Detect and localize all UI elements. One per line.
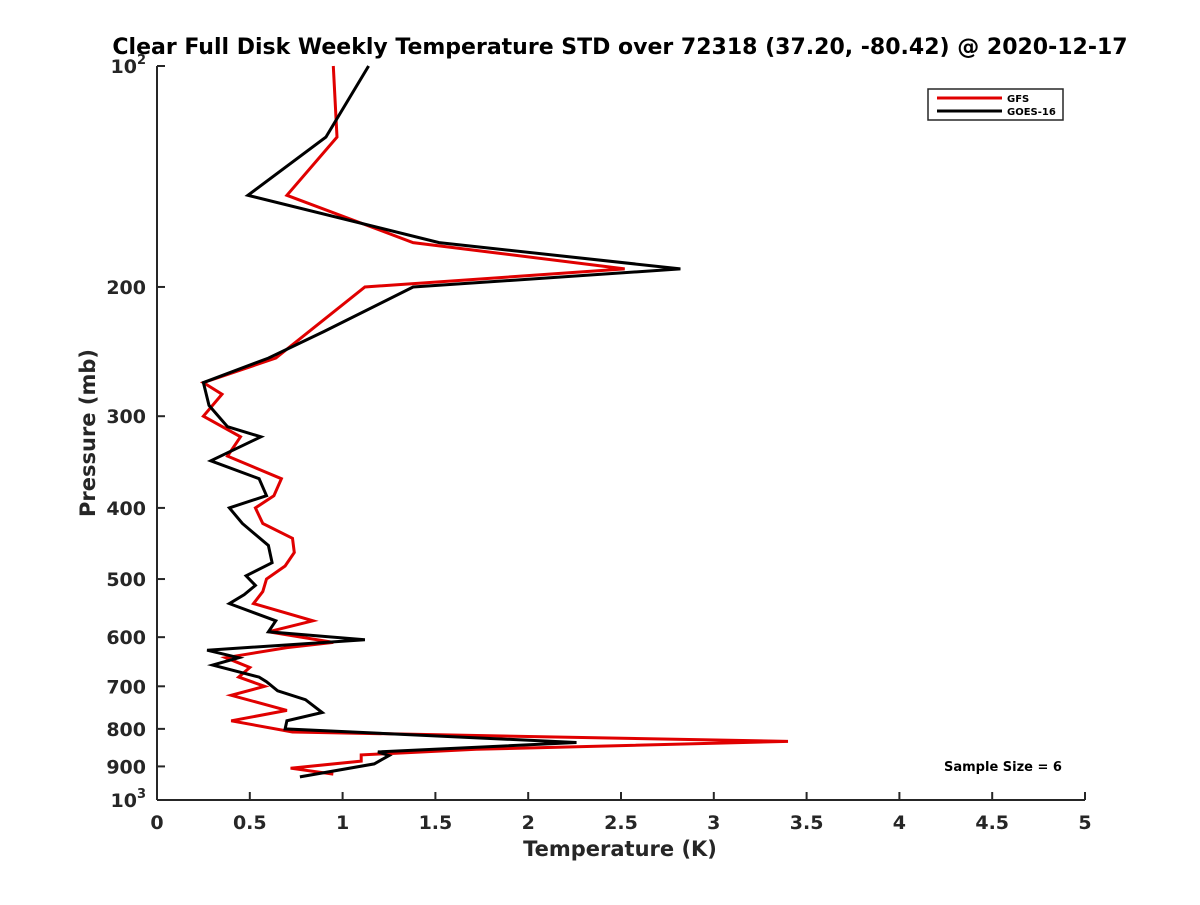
y-tick-label: 400 [106,498,146,520]
y-tick-label: 600 [106,627,146,649]
x-tick-label: 5 [1078,812,1091,834]
x-tick-label: 3.5 [790,812,824,834]
y-tick-label: 700 [106,676,146,698]
y-axis: 102 200 300 400 500 600 700 800 900 103 [106,53,165,812]
y-tick-label: 900 [106,756,146,778]
legend: GFS GOES-16 [927,88,1064,121]
series-layer [199,65,789,779]
y-tick-label: 103 [111,787,147,812]
x-tick-label: 1.5 [419,812,453,834]
y-tick-label: 500 [106,569,146,591]
plot-area [156,66,1085,801]
series-line-goes-16 [201,65,681,779]
x-axis: 0 0.5 1 1.5 2 2.5 3 3.5 4 4.5 5 [150,792,1092,834]
sample-size-annotation: Sample Size = 6 [944,760,1062,775]
x-axis-label: Temperature (K) [523,837,717,861]
series-line-gfs [199,65,789,776]
x-tick-label: 4.5 [975,812,1009,834]
legend-entry-label: GFS [1007,94,1029,105]
y-tick-label: 300 [106,406,146,428]
x-tick-label: 4 [893,812,906,834]
y-tick-label: 200 [106,277,146,299]
x-tick-label: 3 [707,812,720,834]
x-tick-label: 2.5 [604,812,638,834]
y-tick-label: 800 [106,719,146,741]
legend-box [927,88,1064,121]
x-tick-label: 2 [522,812,535,834]
x-tick-label: 0 [150,812,163,834]
y-axis-label: Pressure (mb) [76,349,100,517]
legend-entry-label: GOES-16 [1007,107,1056,118]
y-tick-label: 102 [111,53,147,78]
chart-title: Clear Full Disk Weekly Temperature STD o… [112,35,1127,60]
x-tick-label: 1 [336,812,349,834]
x-tick-label: 0.5 [233,812,267,834]
